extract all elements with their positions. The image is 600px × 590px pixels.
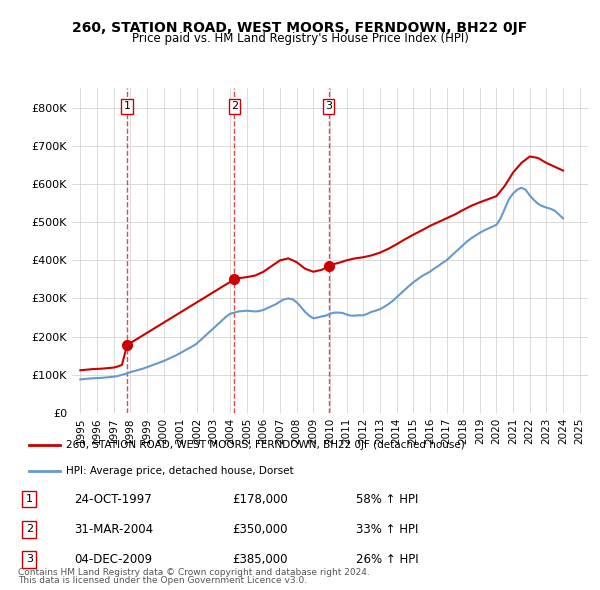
Text: HPI: Average price, detached house, Dorset: HPI: Average price, detached house, Dors… bbox=[66, 466, 293, 476]
Text: 31-MAR-2004: 31-MAR-2004 bbox=[74, 523, 154, 536]
Text: Contains HM Land Registry data © Crown copyright and database right 2024.: Contains HM Land Registry data © Crown c… bbox=[18, 568, 370, 577]
Text: 1: 1 bbox=[124, 101, 131, 112]
Text: £178,000: £178,000 bbox=[232, 493, 288, 506]
Text: 2: 2 bbox=[231, 101, 238, 112]
Text: 1: 1 bbox=[26, 494, 33, 504]
Text: 2: 2 bbox=[26, 525, 33, 535]
Text: £385,000: £385,000 bbox=[232, 553, 288, 566]
Text: 58% ↑ HPI: 58% ↑ HPI bbox=[356, 493, 419, 506]
Text: £350,000: £350,000 bbox=[232, 523, 288, 536]
Text: 260, STATION ROAD, WEST MOORS, FERNDOWN, BH22 0JF: 260, STATION ROAD, WEST MOORS, FERNDOWN,… bbox=[73, 21, 527, 35]
Text: 260, STATION ROAD, WEST MOORS, FERNDOWN, BH22 0JF (detached house): 260, STATION ROAD, WEST MOORS, FERNDOWN,… bbox=[66, 440, 464, 450]
Text: 24-OCT-1997: 24-OCT-1997 bbox=[74, 493, 152, 506]
Text: 3: 3 bbox=[325, 101, 332, 112]
Text: 26% ↑ HPI: 26% ↑ HPI bbox=[356, 553, 419, 566]
Text: Price paid vs. HM Land Registry's House Price Index (HPI): Price paid vs. HM Land Registry's House … bbox=[131, 32, 469, 45]
Text: 33% ↑ HPI: 33% ↑ HPI bbox=[356, 523, 419, 536]
Text: 04-DEC-2009: 04-DEC-2009 bbox=[74, 553, 152, 566]
Text: This data is licensed under the Open Government Licence v3.0.: This data is licensed under the Open Gov… bbox=[18, 576, 307, 585]
Text: 3: 3 bbox=[26, 555, 33, 565]
